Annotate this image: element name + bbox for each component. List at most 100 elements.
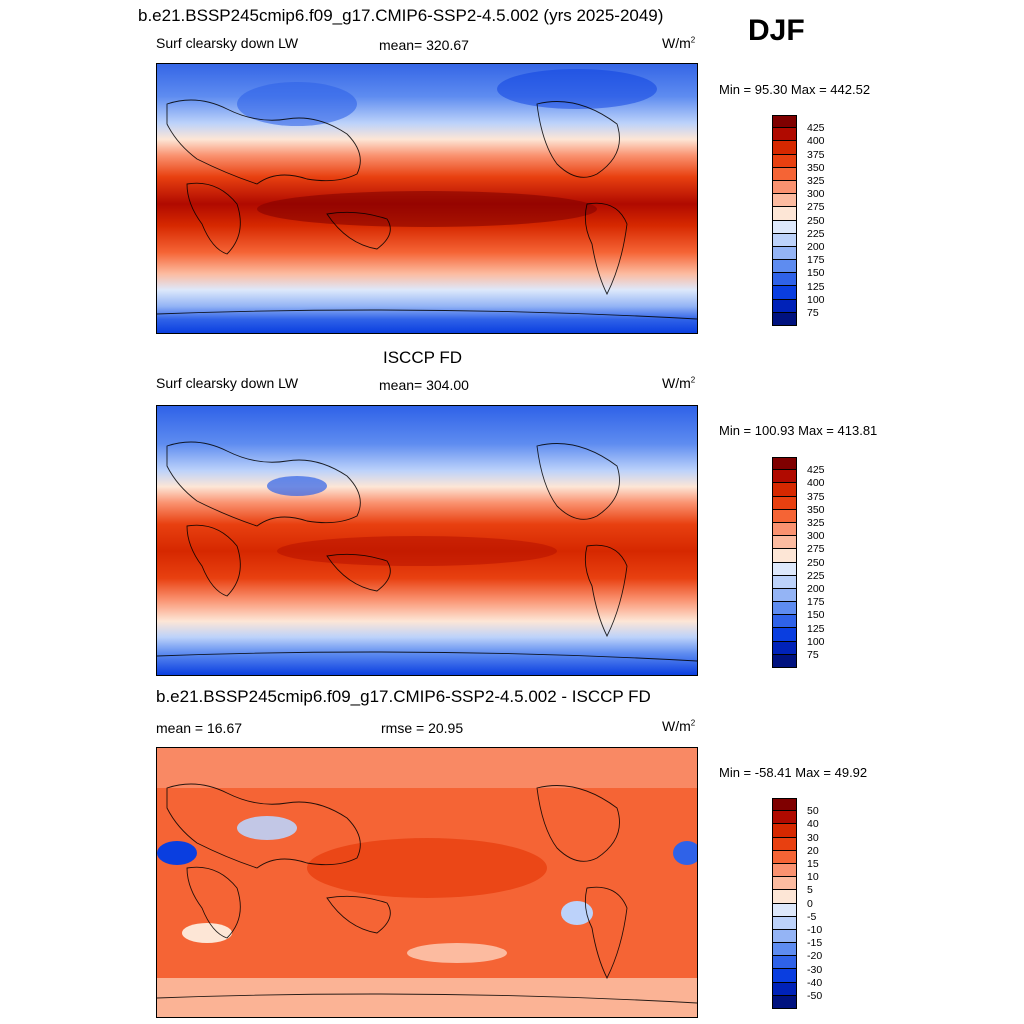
panel3-mean-label: mean = 16.67: [156, 720, 243, 736]
panel2-colorbar-swatch: [772, 641, 797, 655]
panel2-colorbar-tick-label: 325: [807, 517, 825, 529]
panel1-minmax: Min = 95.30 Max = 442.52: [719, 82, 871, 97]
panel3-colorbar-swatch: [772, 824, 797, 838]
panel3-colorbar-tick-label: -5: [807, 910, 817, 923]
panel2-colorbar-tick-label: 275: [807, 543, 825, 556]
panel2-colorbar-swatch: [772, 575, 797, 589]
season-label: DJF: [748, 14, 805, 47]
panel3-title: b.e21.BSSP245cmip6.f09_g17.CMIP6-SSP2-4.…: [156, 687, 651, 706]
panel3-colorbar-tick-label: 20: [807, 844, 819, 857]
panel1-colorbar-tick-label: 425: [807, 122, 825, 135]
panel3-colorbar-swatch: [772, 943, 797, 957]
panel1-colorbar-swatch: [772, 312, 797, 326]
panel3-colorbar-tick-label: 0: [807, 897, 813, 910]
panel2-colorbar-tick-label: 375: [807, 490, 825, 503]
panel2-colorbar-swatch: [772, 470, 797, 484]
panel1-title: b.e21.BSSP245cmip6.f09_g17.CMIP6-SSP2-4.…: [138, 6, 664, 25]
panel3-colorbar-swatch: [772, 837, 797, 851]
panel2-colorbar-tick-label: 250: [807, 556, 825, 569]
panel1-colorbar-tick-label: 300: [807, 188, 825, 201]
panel3-colorbar-tick-label: -15: [807, 937, 823, 950]
panel2-colorbar-swatch: [772, 457, 797, 471]
panel2-colorbar-tick-label: 75: [807, 649, 819, 661]
panel2-minmax: Min = 100.93 Max = 413.81: [719, 423, 878, 438]
panel1-colorbar-swatch: [772, 246, 797, 261]
panel1-colorbar-tick-label: 175: [807, 254, 825, 267]
panel2-colorbar-swatch: [772, 496, 797, 510]
panel1-colorbar-tick-label: 125: [807, 280, 825, 293]
panel2-colorbar-swatch: [772, 588, 797, 603]
panel1-colorbar-swatch: [772, 128, 797, 142]
panel2-colorbar-swatch: [772, 536, 797, 550]
panel1-colorbar-tick-label: 225: [807, 227, 825, 240]
panel1-colorbar-tick-label: 150: [807, 267, 825, 280]
panel2-variable-label: Surf clearsky down LW: [156, 375, 299, 391]
panel3-colorbar-swatch: [772, 811, 797, 825]
panel1-colorbar-swatch: [772, 194, 797, 208]
panel1-colorbar-swatch: [772, 154, 797, 168]
panel2-colorbar-tick-label: 125: [807, 622, 825, 635]
panel1-colorbar-tick-label: 400: [807, 135, 825, 148]
panel2-colorbar-swatch: [772, 509, 797, 523]
panel3-colorbar-tick-label: -30: [807, 963, 823, 976]
panel3-colorbar-tick-label: -20: [807, 950, 823, 963]
panel2-colorbar-tick-label: 350: [807, 503, 825, 516]
panel1-colorbar-swatch: [772, 286, 797, 300]
panel3-colorbar-swatch: [772, 995, 797, 1009]
panel3-colorbar-swatch: [772, 929, 797, 944]
panel2-map-field: [157, 406, 697, 675]
panel3-colorbar-tick-label: -50: [807, 990, 823, 1002]
panel2-colorbar-tick-label: 300: [807, 530, 825, 543]
panel2-colorbar-swatch: [772, 549, 797, 563]
panel2-colorbar-swatch: [772, 628, 797, 642]
panel2-colorbar-tick-label: 225: [807, 569, 825, 582]
panel1-mean-label: mean= 320.67: [379, 37, 469, 53]
panel3-map-field: [157, 748, 697, 1017]
panel1-colorbar-swatch: [772, 233, 797, 247]
panel2-mean-label: mean= 304.00: [379, 377, 469, 393]
panel3-colorbar-swatch: [772, 916, 797, 930]
panel2-colorbar-tick-label: 400: [807, 477, 825, 490]
panel3-rmse-label: rmse = 20.95: [381, 720, 464, 736]
panel1-variable-label: Surf clearsky down LW: [156, 35, 299, 51]
panel1-colorbar-swatch: [772, 220, 797, 234]
panel2-colorbar-swatch: [772, 562, 797, 576]
panel1-colorbar-swatch: [772, 207, 797, 221]
panel2-colorbar-swatch: [772, 654, 797, 668]
panel1-map-field: [157, 64, 697, 333]
panel1-colorbar-swatch: [772, 141, 797, 155]
panel1-colorbar-swatch: [772, 167, 797, 181]
panel3-colorbar-swatch: [772, 903, 797, 917]
panel3-colorbar-swatch: [772, 890, 797, 904]
panel3-colorbar-swatch: [772, 982, 797, 996]
panel1-colorbar-tick-label: 250: [807, 214, 825, 227]
panel2-colorbar-tick-label: 100: [807, 635, 825, 648]
panel3-colorbar-tick-label: 15: [807, 858, 819, 870]
panel2-title: ISCCP FD: [383, 348, 463, 367]
panel1-colorbar-swatch: [772, 260, 797, 274]
panel3-colorbar-tick-label: 40: [807, 818, 819, 831]
panel1-colorbar-tick-label: 100: [807, 293, 825, 306]
panel2-colorbar-tick-label: 200: [807, 583, 825, 595]
panel3-colorbar-swatch: [772, 798, 797, 812]
panel3-colorbar-tick-label: -40: [807, 976, 823, 989]
panel1-colorbar-tick-label: 350: [807, 161, 825, 174]
panel1-colorbar-tick-label: 375: [807, 148, 825, 161]
panel3-colorbar-swatch: [772, 969, 797, 983]
panel2-colorbar-tick-label: 150: [807, 609, 825, 622]
panel3-colorbar-tick-label: 10: [807, 871, 819, 884]
panel3-colorbar-swatch: [772, 863, 797, 878]
panel2-map: [156, 405, 698, 676]
panel3-minmax: Min = -58.41 Max = 49.92: [719, 765, 868, 780]
panel2-units: W/m2: [662, 375, 696, 391]
panel1-colorbar-swatch: [772, 273, 797, 287]
panel2-colorbar-swatch: [772, 615, 797, 629]
panel3-colorbar: [772, 798, 797, 1009]
panel3-units: W/m2: [662, 718, 696, 734]
panel2-colorbar-tick-label: 175: [807, 596, 825, 609]
panel1-colorbar-tick-label: 75: [807, 307, 819, 319]
panel2-colorbar: [772, 457, 797, 668]
panel3-colorbar-swatch: [772, 956, 797, 970]
panel3-colorbar-tick-label: -10: [807, 924, 823, 936]
panel2-colorbar-swatch: [772, 522, 797, 537]
